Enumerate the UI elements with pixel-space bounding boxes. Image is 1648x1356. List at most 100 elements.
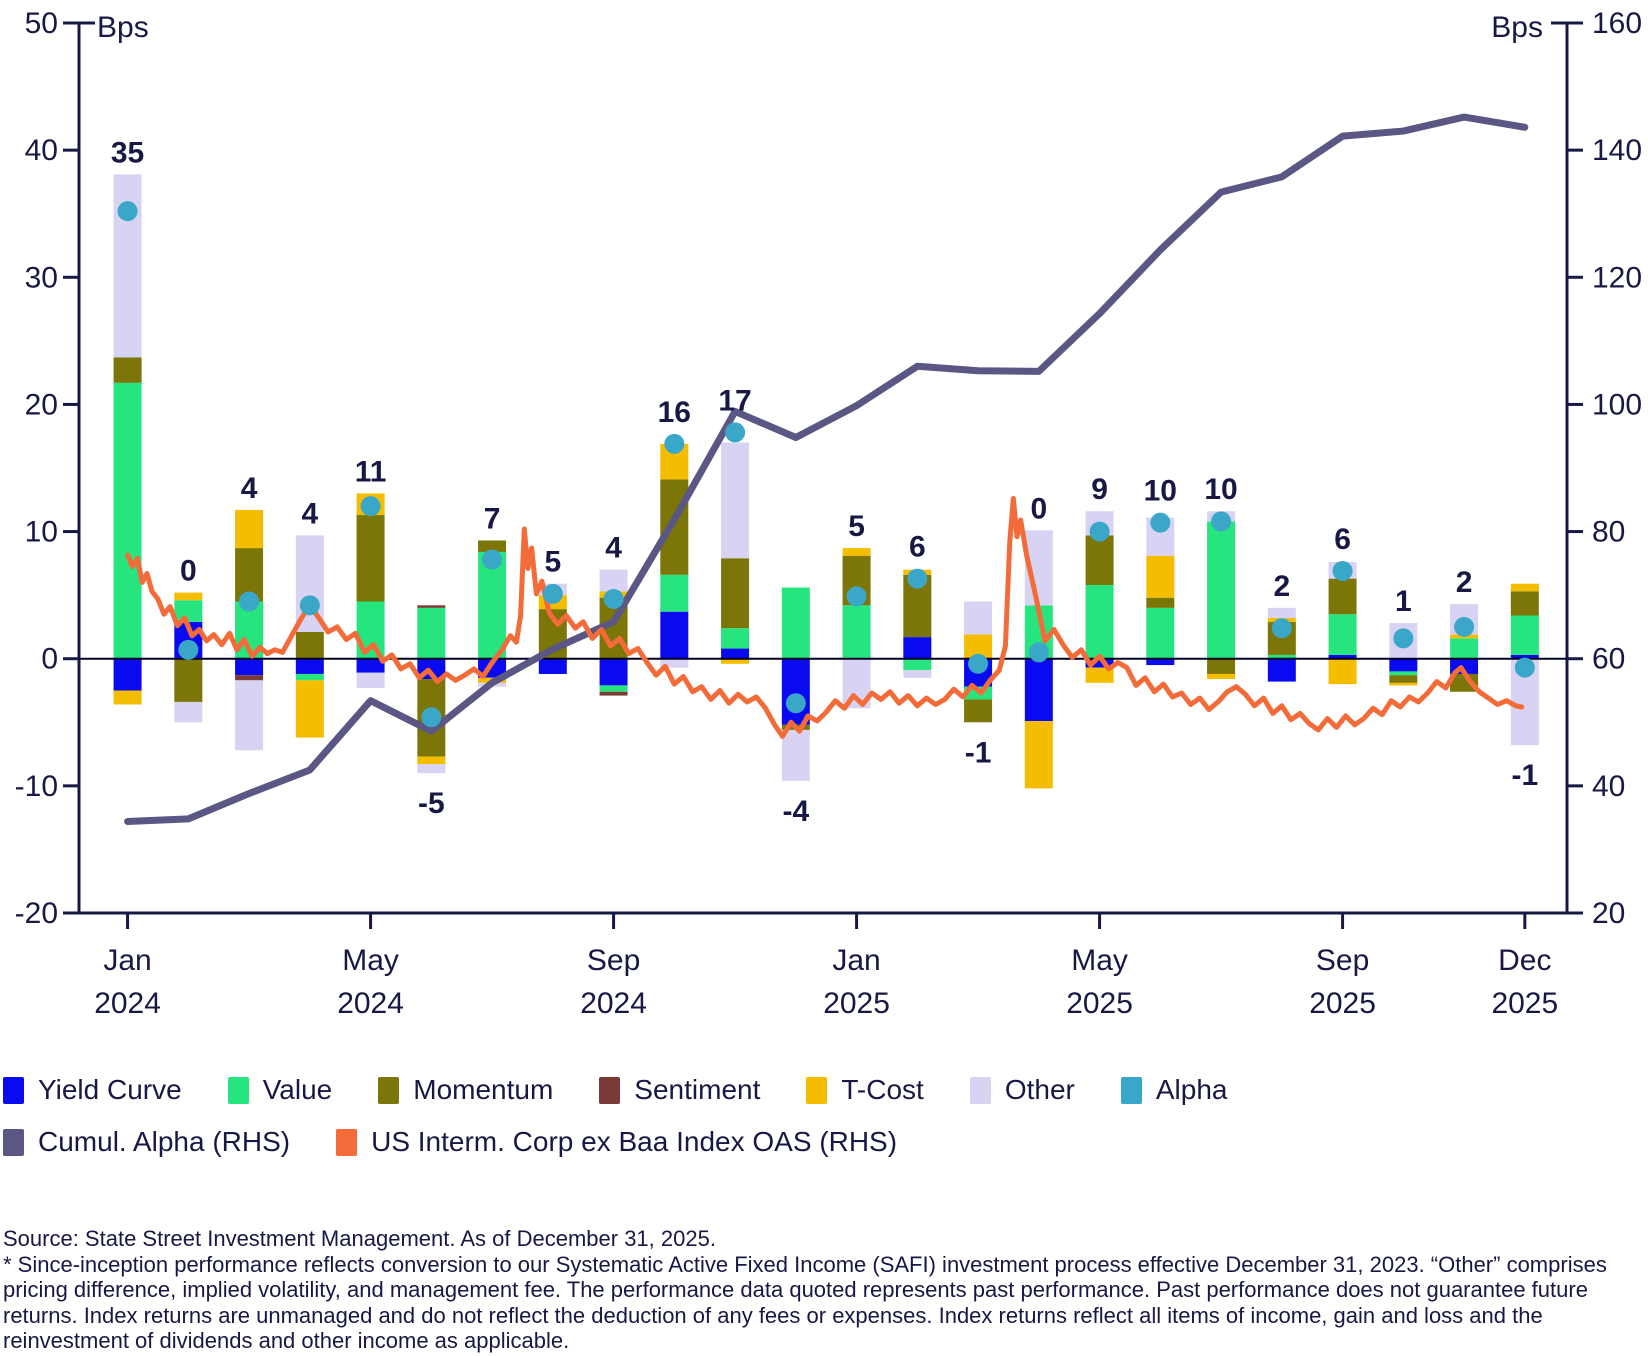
bar-segment-value (113, 382, 142, 659)
bar-segment-t_cost (295, 680, 324, 738)
legend-row-factors: Yield Curve Value Momentum Sentiment T-Cost O… (3, 1074, 1228, 1106)
left-axis-tick-label: 40 (25, 134, 58, 167)
bar-segment-momentum (478, 540, 507, 552)
bar-value-label: 0 (1030, 492, 1047, 525)
bar-segment-yield_curve (1389, 658, 1418, 672)
legend-label: US Interm. Corp ex Baa Index OAS (RHS) (371, 1126, 898, 1157)
left-axis-tick-label: 50 (25, 7, 58, 40)
bar-segment-momentum (1085, 535, 1114, 585)
x-axis-month-label: Sep (1316, 944, 1369, 977)
bar-segment-yield_curve (1267, 658, 1296, 682)
bar-segment-yield_curve (113, 658, 142, 691)
bar-value-label: 10 (1144, 475, 1177, 508)
x-axis-year-label: 2024 (580, 987, 647, 1020)
legend-label: Other (1004, 1074, 1075, 1105)
bar-segment-other (964, 601, 993, 635)
bar-value-label: 16 (658, 396, 691, 429)
bar-segment-t_cost (1024, 721, 1053, 789)
alpha-dot (664, 433, 685, 454)
bar-segment-yield_curve (538, 658, 567, 674)
bar-segment-t_cost (1085, 667, 1114, 683)
bar-segment-momentum (721, 558, 750, 629)
legend-label: Value (262, 1074, 333, 1105)
left-axis-unit-label: Bps (97, 11, 149, 44)
bar-segment-other (721, 442, 750, 559)
bar-segment-other (1267, 607, 1296, 619)
bar-value-label: 10 (1204, 473, 1237, 506)
x-axis-month-label: Jan (832, 944, 880, 977)
alpha-dot (542, 583, 563, 604)
x-axis-month-label: Jan (103, 944, 151, 977)
right-axis-tick-label: 120 (1592, 261, 1642, 294)
bar-segment-yield_curve (781, 658, 810, 725)
alpha-dot (360, 496, 381, 517)
alpha-dot (1454, 616, 1475, 637)
bar-value-label: -4 (782, 795, 809, 828)
bar-segment-value (660, 574, 689, 612)
left-axis-tick-label: 0 (41, 643, 58, 676)
alpha-dot (117, 201, 138, 222)
bar-value-label: 4 (301, 497, 318, 530)
bar-segment-sentiment (599, 691, 628, 696)
bar-segment-other (660, 658, 689, 668)
x-axis-year-label: 2025 (1491, 987, 1558, 1020)
bar-segment-other (174, 701, 203, 723)
bar-segment-momentum (295, 632, 324, 659)
right-axis-tick-label: 20 (1592, 897, 1625, 930)
bar-segment-t_cost (113, 690, 142, 705)
bar-segment-value (781, 587, 810, 659)
alpha-dot (1089, 521, 1110, 542)
alpha-dot (1028, 642, 1049, 663)
bar-segment-t_cost (174, 592, 203, 601)
bar-segment-yield_curve (1024, 658, 1053, 722)
bar-segment-sentiment (417, 605, 446, 608)
legend-item-other: Other (969, 1074, 1075, 1106)
alpha-attribution-chart: 50403020100-10-2016014012010080604020Bps… (15, 7, 1642, 1020)
legend-label: Sentiment (634, 1074, 761, 1105)
legend-item-momentum: Momentum (378, 1074, 553, 1106)
left-axis-tick-label: 20 (25, 388, 58, 421)
alpha-dot (239, 591, 260, 612)
bar-value-label: 7 (484, 502, 501, 535)
bar-value-label: 6 (909, 531, 926, 564)
bar-segment-yield_curve (660, 611, 689, 659)
bar-segment-other (356, 672, 385, 688)
bar-segment-value (478, 551, 507, 659)
bar-value-label: 35 (111, 136, 144, 169)
alpha-dot (1393, 628, 1414, 649)
oas-line (125, 496, 1525, 739)
bar-segment-momentum (964, 699, 993, 723)
footnotes: Source: State Street Investment Manageme… (3, 1226, 1645, 1354)
bar-segment-value (1207, 521, 1236, 659)
right-axis-unit-label: Bps (1491, 11, 1543, 44)
bar-segment-value (842, 605, 871, 659)
legend-swatch-t_cost (806, 1076, 828, 1104)
bar-segment-t_cost (1328, 658, 1357, 685)
x-axis-month-label: Dec (1498, 944, 1551, 977)
legend-row-lines: Cumul. Alpha (RHS) US Interm. Corp ex Baa… (3, 1126, 897, 1158)
alpha-dot (1150, 512, 1171, 533)
bar-segment-value (903, 658, 932, 671)
left-axis-tick-label: -10 (15, 770, 58, 803)
bar-segment-value (1450, 638, 1479, 659)
right-axis-tick-label: 100 (1592, 388, 1642, 421)
bar-segment-t_cost (1510, 583, 1539, 592)
legend-label: Cumul. Alpha (RHS) (38, 1126, 291, 1157)
legend-label: Yield Curve (38, 1074, 182, 1105)
right-axis-tick-label: 60 (1592, 643, 1625, 676)
right-axis-tick-label: 160 (1592, 7, 1642, 40)
bar-segment-value (1510, 615, 1539, 655)
alpha-dot (1211, 511, 1232, 532)
legend-swatch-sentiment (599, 1076, 621, 1104)
legend-item-sentiment: Sentiment (599, 1074, 760, 1106)
alpha-dot (1332, 560, 1353, 581)
bar-segment-momentum (1207, 658, 1236, 674)
alpha-dot (725, 422, 746, 443)
legend-item-value: Value (227, 1074, 333, 1106)
legend-item-alpha: Alpha (1120, 1074, 1228, 1106)
left-axis-tick-label: 10 (25, 516, 58, 549)
legend-item-cumul_alpha: Cumul. Alpha (RHS) (3, 1126, 290, 1158)
legend-item-oas: US Interm. Corp ex Baa Index OAS (RHS) (336, 1126, 897, 1158)
bar-value-label: 17 (718, 384, 751, 417)
left-axis-tick-label: -20 (15, 897, 58, 930)
